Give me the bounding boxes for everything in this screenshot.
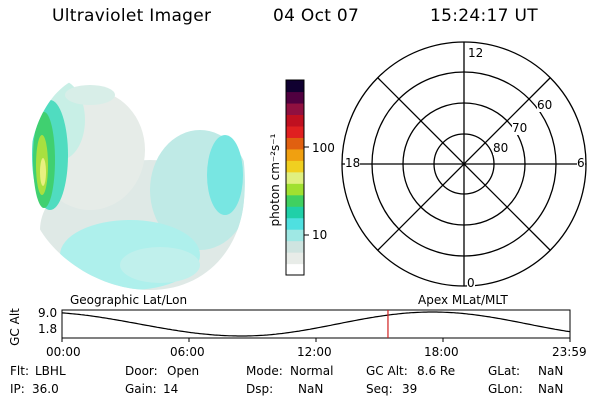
seq-value: 39	[402, 382, 418, 396]
colorbar-label-10: 10	[312, 228, 328, 242]
glat-label: GLat:	[488, 364, 521, 378]
colorbar-segment	[286, 171, 304, 184]
glon-value: NaN	[538, 382, 564, 396]
ip-value: 36.0	[32, 382, 59, 396]
flt-label: Flt:	[10, 364, 29, 378]
colorbar-gradient	[286, 80, 304, 276]
colorbar-segment	[286, 217, 304, 230]
colorbar-segment	[286, 183, 304, 196]
xtick-0600: 06:00	[170, 345, 205, 359]
ip-label: IP:	[10, 382, 25, 396]
polar-grid	[341, 41, 587, 287]
image-time: 15:24:17 UT	[430, 6, 538, 26]
colorbar-segment	[286, 160, 304, 173]
colorbar-segment	[286, 194, 304, 207]
mlt-label-18: 18	[345, 156, 361, 170]
mode-value: Normal	[290, 364, 334, 378]
seq-label: Seq:	[366, 382, 393, 396]
colorbar-segment	[286, 252, 304, 265]
colorbar-segment	[286, 102, 304, 116]
colorbar-segment	[286, 148, 304, 161]
timeline-plot	[61, 309, 571, 342]
colorbar-unit-label: photon cm⁻²s⁻¹	[268, 133, 282, 227]
gcalt-value: 8.6 Re	[417, 364, 456, 378]
image-date: 04 Oct 07	[273, 6, 360, 26]
colorbar-segment	[286, 240, 304, 253]
dsp-value: NaN	[298, 382, 324, 396]
colorbar-segment	[286, 229, 304, 242]
colorbar-segment	[286, 137, 304, 150]
xtick-2359: 23:59	[552, 345, 587, 359]
gcalt-label: GC Alt:	[366, 364, 408, 378]
apex-title: Apex MLat/MLT	[418, 293, 508, 307]
door-value: Open	[167, 364, 200, 378]
xtick-0000: 00:00	[46, 345, 81, 359]
glon-label: GLon:	[488, 382, 523, 396]
orbit-altitude-curve	[61, 311, 571, 337]
timeline-ytick-top: 9.0	[38, 306, 58, 320]
mlat-label-60: 60	[537, 98, 553, 112]
xtick-1800: 18:00	[424, 345, 459, 359]
instrument-title: Ultraviolet Imager	[52, 6, 212, 26]
polar-diagonal-2	[377, 77, 551, 251]
door-label: Door:	[125, 364, 158, 378]
flt-value: LBHL	[35, 364, 66, 378]
colorbar-segment	[286, 114, 304, 127]
auroral-image	[28, 82, 245, 290]
colorbar	[285, 79, 309, 276]
gain-value: 14	[163, 382, 179, 396]
mlt-label-6: 6	[577, 156, 585, 170]
timeline-xtick-marks	[61, 338, 571, 342]
colorbar-segment	[286, 80, 304, 93]
glat-value: NaN	[538, 364, 564, 378]
timeline-ylabel: GC Alt	[8, 308, 22, 346]
xtick-1200: 12:00	[297, 345, 332, 359]
dsp-label: Dsp:	[246, 382, 274, 396]
colorbar-segment	[286, 206, 304, 219]
mlt-label-0: 0	[467, 276, 475, 290]
mlat-label-70: 70	[512, 121, 528, 135]
timeline-ytick-bottom: 1.8	[38, 322, 58, 336]
colorbar-segment	[286, 91, 304, 104]
geographic-title: Geographic Lat/Lon	[70, 293, 188, 307]
colorbar-label-100: 100	[312, 141, 335, 155]
auroral-emission	[28, 82, 245, 290]
colorbar-frame	[285, 79, 305, 276]
gain-label: Gain:	[125, 382, 157, 396]
colorbar-segment	[286, 125, 304, 138]
mlat-label-80: 80	[493, 141, 509, 155]
mlt-label-12: 12	[468, 46, 484, 60]
colorbar-segment	[286, 263, 304, 276]
mode-label: Mode:	[246, 364, 283, 378]
